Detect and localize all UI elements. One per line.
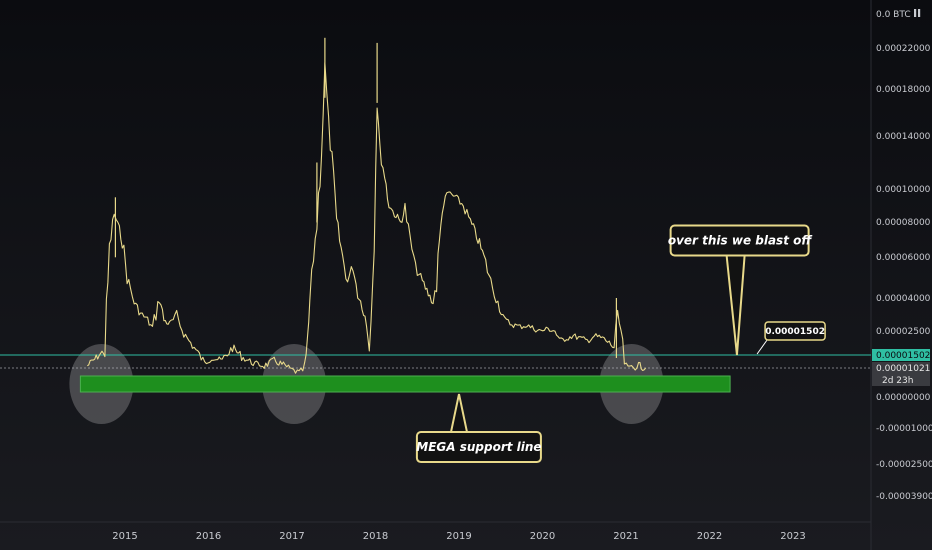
callout-text: over this we blast off	[668, 234, 813, 248]
x-tick-label[interactable]: 2021	[613, 531, 638, 542]
y-tick-label[interactable]: 0.00006000	[876, 253, 931, 263]
x-tick-label[interactable]: 2019	[446, 531, 471, 542]
currency-label[interactable]: 0.0 BTC	[876, 10, 911, 20]
price-series	[87, 37, 647, 374]
currency-menu-icon[interactable]	[914, 9, 921, 17]
y-tick-label[interactable]: -0.00002500	[876, 460, 932, 470]
support-zone-rect	[79, 375, 731, 393]
callout-pointer	[725, 255, 746, 356]
y-tick-label[interactable]: 0.00004000	[876, 294, 931, 304]
x-tick-label[interactable]: 2022	[697, 531, 722, 542]
time-axis[interactable]: 2015 2016 2017 2018 2019 2020 2021 2022 2023	[112, 531, 805, 542]
price-axis[interactable]: 0.00022000 0.00018000 0.00014000 0.00010000…	[876, 44, 932, 502]
y-tick-label[interactable]: -0.00001000	[876, 424, 932, 434]
horizontal-levels: 0.00001502 0.00001021 2d 23h	[0, 349, 930, 386]
x-tick-label[interactable]: 2015	[112, 531, 137, 542]
chart-header: 0.0 BTC	[876, 9, 921, 20]
price-tag-bg	[872, 362, 930, 374]
x-tick-label[interactable]: 2017	[279, 531, 304, 542]
price-label-text: 0.00001502	[765, 327, 825, 337]
price-tag-bg	[872, 349, 930, 361]
callouts: over this we blast off MEGA support line 0…	[415, 224, 826, 464]
y-tick-label[interactable]: 0.00000000	[876, 393, 931, 403]
support-zone	[79, 375, 731, 393]
support-label-box	[415, 431, 542, 464]
y-tick-label[interactable]: 0.00014000	[876, 132, 931, 142]
y-tick-label[interactable]: 0.00022000	[876, 44, 931, 54]
y-tick-label[interactable]: -0.00003900	[876, 492, 932, 502]
price-label-pointer	[756, 339, 768, 355]
y-tick-label[interactable]: 0.00010000	[876, 185, 931, 195]
countdown-bg	[872, 374, 930, 386]
y-tick-label[interactable]: 0.00002500	[876, 327, 931, 337]
x-tick-label[interactable]: 2020	[530, 531, 555, 542]
countdown-label: 2d 23h	[882, 376, 913, 386]
price-tag-label[interactable]: 0.00001021	[876, 364, 930, 374]
x-tick-label[interactable]: 2023	[780, 531, 805, 542]
callout-box	[669, 224, 810, 257]
price-label-box	[764, 321, 826, 341]
price-line	[87, 62, 647, 374]
y-tick-label[interactable]: 0.00008000	[876, 218, 931, 228]
support-pointer	[450, 393, 468, 433]
support-label-text: MEGA support line	[416, 440, 541, 454]
price-tag-label[interactable]: 0.00001502	[876, 351, 930, 361]
x-tick-label[interactable]: 2018	[363, 531, 388, 542]
x-tick-label[interactable]: 2016	[196, 531, 221, 542]
y-tick-label[interactable]: 0.00018000	[876, 85, 931, 95]
